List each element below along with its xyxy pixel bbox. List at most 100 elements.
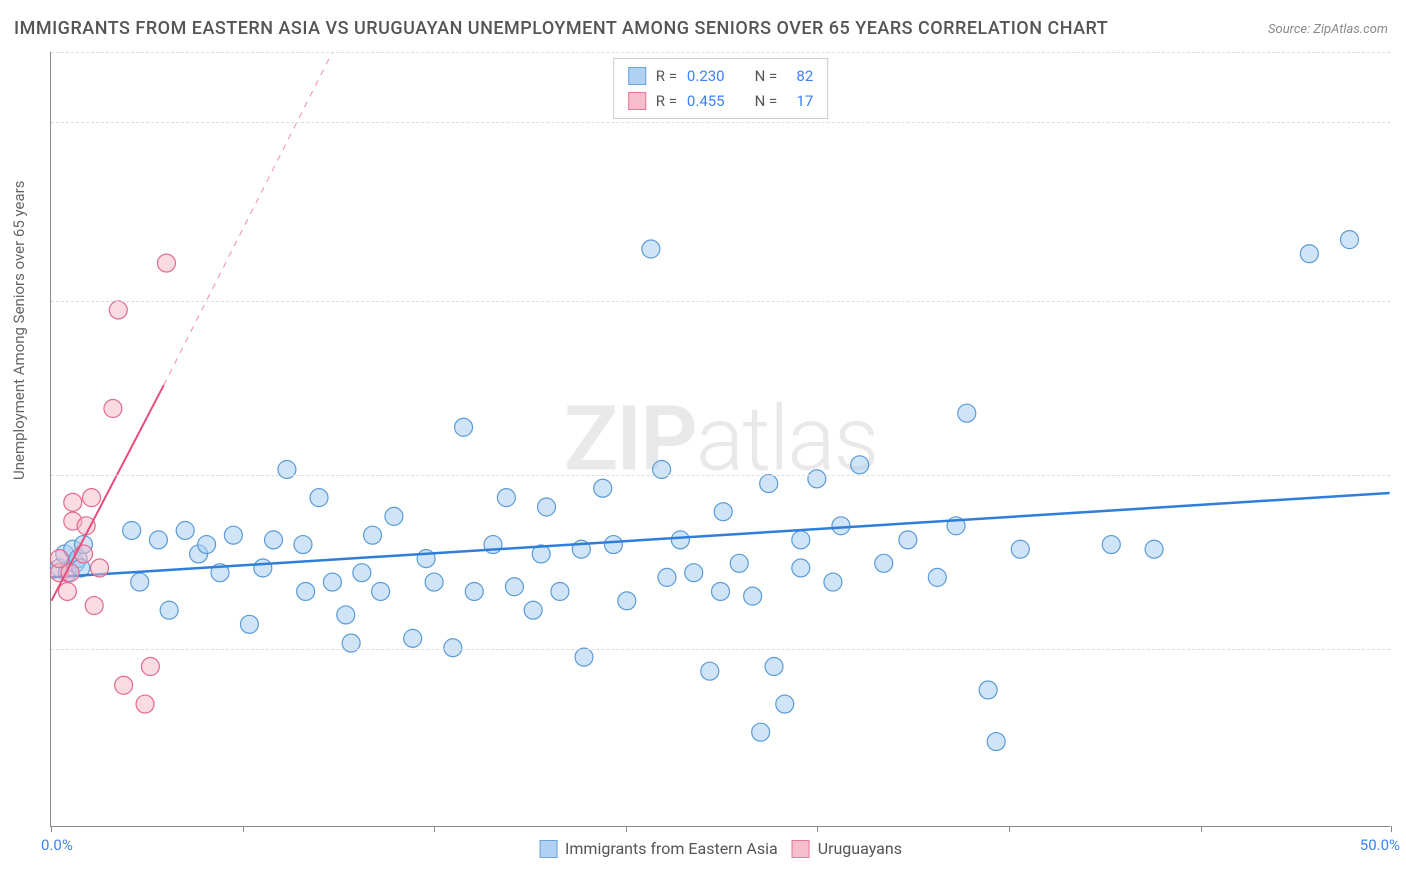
scatter-point-blue: [455, 418, 473, 436]
scatter-point-blue: [979, 681, 997, 699]
scatter-point-blue: [1300, 245, 1318, 263]
scatter-point-blue: [928, 568, 946, 586]
scatter-point-blue: [404, 629, 422, 647]
legend-n-value: 17: [787, 90, 813, 113]
legend-top-row: R =0.230N =82: [628, 65, 814, 88]
scatter-point-blue: [176, 521, 194, 539]
scatter-point-blue: [987, 733, 1005, 751]
gridline-h: [51, 301, 1390, 302]
scatter-point-pink: [91, 559, 109, 577]
scatter-point-blue: [254, 559, 272, 577]
scatter-point-blue: [310, 489, 328, 507]
scatter-point-blue: [323, 573, 341, 591]
scatter-point-blue: [824, 573, 842, 591]
scatter-point-pink: [83, 489, 101, 507]
scatter-point-blue: [730, 554, 748, 572]
scatter-point-blue: [712, 582, 730, 600]
scatter-point-blue: [425, 573, 443, 591]
y-axis-label: Unemployment Among Seniors over 65 years: [10, 181, 28, 480]
scatter-point-blue: [792, 531, 810, 549]
gridline-h: [51, 649, 1390, 650]
trend-line-dash-pink: [164, 52, 333, 385]
scatter-point-blue: [899, 531, 917, 549]
scatter-point-blue: [658, 568, 676, 586]
scatter-point-blue: [776, 695, 794, 713]
scatter-point-blue: [551, 582, 569, 600]
scatter-point-pink: [85, 597, 103, 615]
scatter-point-blue: [265, 531, 283, 549]
scatter-point-blue: [1145, 540, 1163, 558]
scatter-point-blue: [1011, 540, 1029, 558]
scatter-point-blue: [958, 404, 976, 422]
scatter-point-blue: [123, 521, 141, 539]
scatter-point-pink: [141, 658, 159, 676]
scatter-point-blue: [594, 479, 612, 497]
scatter-point-blue: [465, 582, 483, 600]
x-tick-mark: [434, 826, 435, 832]
y-tick-label: 7.5%: [1398, 466, 1406, 484]
scatter-point-pink: [109, 301, 127, 319]
gridline-h: [51, 52, 1390, 53]
x-tick-mark: [817, 826, 818, 832]
x-tick-mark: [626, 826, 627, 832]
scatter-point-blue: [701, 662, 719, 680]
legend-swatch-pink: [628, 92, 646, 110]
scatter-point-blue: [832, 517, 850, 535]
scatter-point-blue: [385, 507, 403, 525]
scatter-point-blue: [198, 536, 216, 554]
scatter-point-pink: [64, 493, 82, 511]
legend-top-row: R = 0.455 N = 17: [628, 90, 814, 113]
scatter-point-blue: [297, 582, 315, 600]
scatter-point-pink: [58, 582, 76, 600]
y-tick-label: 15.0%: [1398, 113, 1406, 131]
scatter-point-pink: [74, 545, 92, 563]
scatter-point-blue: [372, 582, 390, 600]
chart-container: IMMIGRANTS FROM EASTERN ASIA VS URUGUAYA…: [0, 0, 1406, 892]
scatter-point-blue: [808, 470, 826, 488]
gridline-h: [51, 122, 1390, 123]
scatter-point-blue: [497, 489, 515, 507]
x-tick-mark: [1201, 826, 1202, 832]
scatter-point-blue: [792, 559, 810, 577]
legend-r-value: 0.455: [687, 90, 725, 113]
x-tick-mark: [243, 826, 244, 832]
gridline-h: [51, 475, 1390, 476]
legend-r-value: 0.230: [687, 65, 725, 88]
scatter-point-blue: [160, 601, 178, 619]
scatter-point-blue: [1340, 231, 1358, 249]
scatter-point-blue: [364, 526, 382, 544]
scatter-point-pink: [104, 400, 122, 418]
scatter-point-blue: [671, 531, 689, 549]
y-tick-label: 11.2%: [1398, 292, 1406, 310]
scatter-point-blue: [538, 498, 556, 516]
scatter-point-blue: [618, 592, 636, 610]
scatter-point-blue: [760, 475, 778, 493]
scatter-point-blue: [744, 587, 762, 605]
scatter-point-blue: [224, 526, 242, 544]
scatter-point-blue: [294, 536, 312, 554]
legend-bottom-label: Uruguayans: [818, 839, 902, 858]
scatter-svg: [51, 52, 1390, 826]
scatter-point-blue: [653, 461, 671, 479]
scatter-point-blue: [575, 648, 593, 666]
scatter-point-blue: [875, 554, 893, 572]
x-tick-mark: [51, 826, 52, 832]
scatter-point-blue: [714, 503, 732, 521]
scatter-point-blue: [685, 564, 703, 582]
legend-bottom: Immigrants from Eastern Asia Uruguayans: [539, 839, 902, 858]
legend-bottom-label: Immigrants from Eastern Asia: [565, 839, 778, 858]
legend-r-label: R =: [656, 90, 677, 113]
legend-n-label: N =: [755, 90, 778, 113]
scatter-point-blue: [851, 456, 869, 474]
scatter-point-blue: [752, 723, 770, 741]
y-tick-label: 3.8%: [1398, 640, 1406, 658]
scatter-point-pink: [115, 676, 133, 694]
legend-swatch-pink: [792, 840, 810, 858]
scatter-point-blue: [240, 615, 258, 633]
scatter-point-blue: [149, 531, 167, 549]
legend-top: R =0.230N =82R = 0.455 N = 17: [613, 58, 829, 119]
scatter-point-blue: [765, 658, 783, 676]
scatter-point-blue: [642, 240, 660, 258]
legend-swatch-blue: [539, 840, 557, 858]
scatter-point-blue: [278, 461, 296, 479]
